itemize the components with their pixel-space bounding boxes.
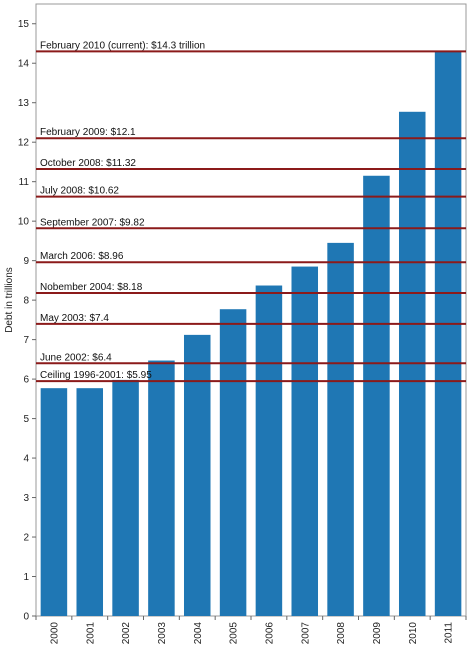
bar [148,360,175,616]
y-tick-label: 1 [23,572,29,583]
y-tick-label: 14 [18,59,30,70]
y-tick-label: 0 [23,612,29,623]
bar [434,51,462,617]
reference-line-label: May 2003: $7.4 [40,313,109,324]
x-tick-label: 2002 [121,622,132,645]
x-tick-label: 2001 [85,622,96,645]
y-tick-label: 11 [19,177,30,188]
x-tick-label: 2011 [444,622,455,644]
bar [76,388,104,616]
y-tick-label: 10 [18,217,30,228]
reference-line-label: July 2008: $10.62 [40,186,119,197]
y-tick-label: 6 [23,375,29,386]
bar [255,285,283,616]
reference-line-label: September 2007: $9.82 [40,217,145,228]
y-tick-label: 15 [18,19,30,30]
x-tick-label: 2006 [264,622,275,645]
bar [291,266,319,616]
y-tick-label: 7 [23,335,29,346]
x-tick-label: 2005 [229,622,240,645]
reference-line-label: March 2006: $8.96 [40,251,124,262]
reference-line-label: October 2008: $11.32 [40,158,136,169]
bar [183,334,211,616]
reference-line-label: February 2009: $12.1 [40,127,136,138]
bar [327,242,354,616]
y-tick-label: 2 [23,533,29,544]
x-tick-label: 2009 [372,622,383,645]
bar [363,175,390,617]
y-tick-label: 3 [23,493,29,504]
x-tick-label: 2008 [336,622,347,645]
y-tick-label: 12 [18,138,30,149]
reference-line-label: June 2002: $6.4 [40,352,112,363]
y-axis-label: Debt in trillions [4,267,15,333]
y-tick-label: 13 [18,98,30,109]
y-tick-label: 9 [23,256,29,267]
reference-line-label: Nobember 2004: $8.18 [40,282,143,293]
reference-line-label: February 2010 (current): $14.3 trillion [40,40,205,51]
bar [40,388,68,616]
x-tick-label: 2004 [193,622,204,645]
bar [112,379,139,616]
x-tick-label: 2000 [49,622,60,645]
x-tick-label: 2003 [157,622,168,645]
x-tick-label: 2010 [408,622,419,645]
x-tick-label: 2007 [300,622,311,645]
reference-line-label: Ceiling 1996-2001: $5.95 [40,370,152,381]
y-tick-label: 8 [23,296,29,307]
y-tick-label: 5 [23,414,29,425]
bar [219,309,247,616]
y-tick-label: 4 [23,454,29,465]
